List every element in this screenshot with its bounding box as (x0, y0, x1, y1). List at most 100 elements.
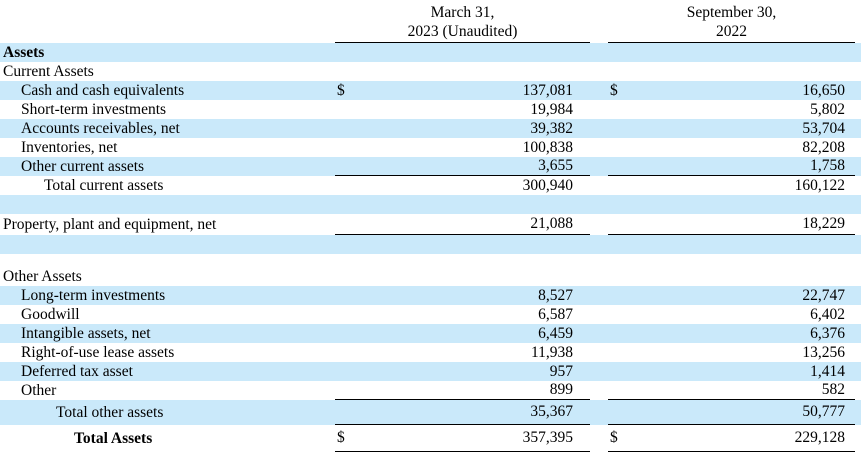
row-label: Total Assets (74, 429, 153, 447)
table-row: Goodwill 6,587 6,402 (0, 305, 861, 324)
column-gap (590, 425, 608, 452)
amount-value: 6,587 (538, 305, 573, 323)
column-header-line1: March 31, (430, 4, 495, 21)
column-gap (590, 254, 608, 267)
amount-cell-2022: 6,376 (608, 324, 855, 343)
dollar-sign: $ (610, 429, 618, 446)
empty-row (0, 235, 861, 254)
row-label: Current Assets (3, 62, 94, 80)
table-row: Total Assets $357,395 $229,128 (0, 425, 861, 452)
amount-cell-2022 (608, 43, 855, 62)
table-row: Cash and cash equivalents $137,081 $16,650 (0, 81, 861, 100)
right-margin (855, 267, 861, 286)
table-row: Property, plant and equipment, net 21,088… (0, 214, 861, 235)
column-gap (590, 400, 608, 425)
amount-cell-2022 (608, 267, 855, 286)
amount-cell-2023: 6,459 (335, 324, 590, 343)
column-gap (590, 305, 608, 324)
column-gap (590, 343, 608, 362)
amount-value: 35,367 (530, 403, 573, 420)
row-label: Property, plant and equipment, net (3, 215, 217, 233)
amount-value: 582 (821, 381, 845, 398)
amount-cell-2022: 582 (608, 381, 855, 400)
column-gap (590, 176, 608, 195)
right-margin (855, 138, 861, 157)
column-gap (590, 286, 608, 305)
column-gap (590, 43, 608, 62)
column-header-line2: 2023 (Unaudited) (407, 23, 518, 40)
amount-cell-2022: 13,256 (608, 343, 855, 362)
column-gap (590, 267, 608, 286)
amount-cell-2023: 300,940 (335, 176, 590, 195)
column-header-march-2023: March 31, 2023 (Unaudited) (335, 0, 590, 43)
right-margin (855, 157, 861, 176)
dollar-sign: $ (337, 81, 345, 99)
amount-cell-2023: 19,984 (335, 100, 590, 119)
amount-value: 6,402 (810, 305, 845, 323)
amount-cell-2023: 39,382 (335, 119, 590, 138)
amount-value: 1,414 (810, 362, 845, 380)
amount-value: 957 (549, 362, 573, 380)
row-label: Other current assets (21, 157, 145, 175)
right-margin (855, 305, 861, 324)
amount-value: 357,395 (522, 429, 573, 446)
amount-cell-2023 (335, 195, 590, 214)
row-label: Intangible assets, net (21, 324, 151, 342)
amount-value: 160,122 (794, 176, 845, 194)
right-margin (855, 235, 861, 254)
amount-cell-2023: 21,088 (335, 214, 590, 235)
table-row: Intangible assets, net 6,459 6,376 (0, 324, 861, 343)
amount-cell-2022 (608, 62, 855, 81)
column-gap (590, 381, 608, 400)
amount-value: 5,802 (810, 100, 845, 118)
amount-value: 229,128 (794, 429, 845, 446)
amount-cell-2022 (608, 195, 855, 214)
table-row: Inventories, net 100,838 82,208 (0, 138, 861, 157)
right-margin (855, 62, 861, 81)
amount-value: 16,650 (802, 81, 845, 99)
table-row: Right-of-use lease assets 11,938 13,256 (0, 343, 861, 362)
amount-cell-2023: 3,655 (335, 157, 590, 176)
amount-cell-2022: 22,747 (608, 286, 855, 305)
amount-cell-2022: 18,229 (608, 214, 855, 235)
amount-value: 39,382 (530, 119, 573, 137)
table-body: Assets Current Assets Cash and cash equiva… (0, 43, 861, 452)
amount-cell-2023: 11,938 (335, 343, 590, 362)
amount-cell-2023: 6,587 (335, 305, 590, 324)
right-margin (855, 119, 861, 138)
right-margin (855, 176, 861, 195)
amount-cell-2023: 957 (335, 362, 590, 381)
right-margin (855, 43, 861, 62)
column-gap (590, 62, 608, 81)
row-label: Inventories, net (21, 138, 118, 156)
amount-cell-2023: $137,081 (335, 81, 590, 100)
spacer-row (0, 254, 861, 267)
amount-value: 6,376 (810, 324, 845, 342)
amount-value: 19,984 (530, 100, 573, 118)
amount-value: 13,256 (802, 343, 845, 361)
column-gap (590, 235, 608, 254)
amount-value: 82,208 (802, 138, 845, 156)
amount-cell-2022: 160,122 (608, 176, 855, 195)
right-margin (855, 286, 861, 305)
amount-value: 6,459 (538, 324, 573, 342)
amount-value: 21,088 (530, 215, 573, 232)
right-margin (855, 324, 861, 343)
right-margin (855, 343, 861, 362)
column-gap (590, 214, 608, 235)
right-margin (855, 254, 861, 267)
table-row: Assets (0, 43, 861, 62)
amount-cell-2022: $229,128 (608, 425, 855, 452)
dollar-sign: $ (610, 81, 618, 99)
amount-cell-2023 (335, 43, 590, 62)
amount-value: 100,838 (522, 138, 573, 156)
amount-cell-2023: $357,395 (335, 425, 590, 452)
amount-cell-2022: 50,777 (608, 400, 855, 425)
table-header-row: March 31, 2023 (Unaudited) September 30,… (0, 0, 861, 43)
row-label: Long-term investments (21, 286, 166, 304)
right-margin (855, 195, 861, 214)
amount-value: 137,081 (522, 81, 573, 99)
table-row: Short-term investments 19,984 5,802 (0, 100, 861, 119)
right-margin (855, 400, 861, 425)
